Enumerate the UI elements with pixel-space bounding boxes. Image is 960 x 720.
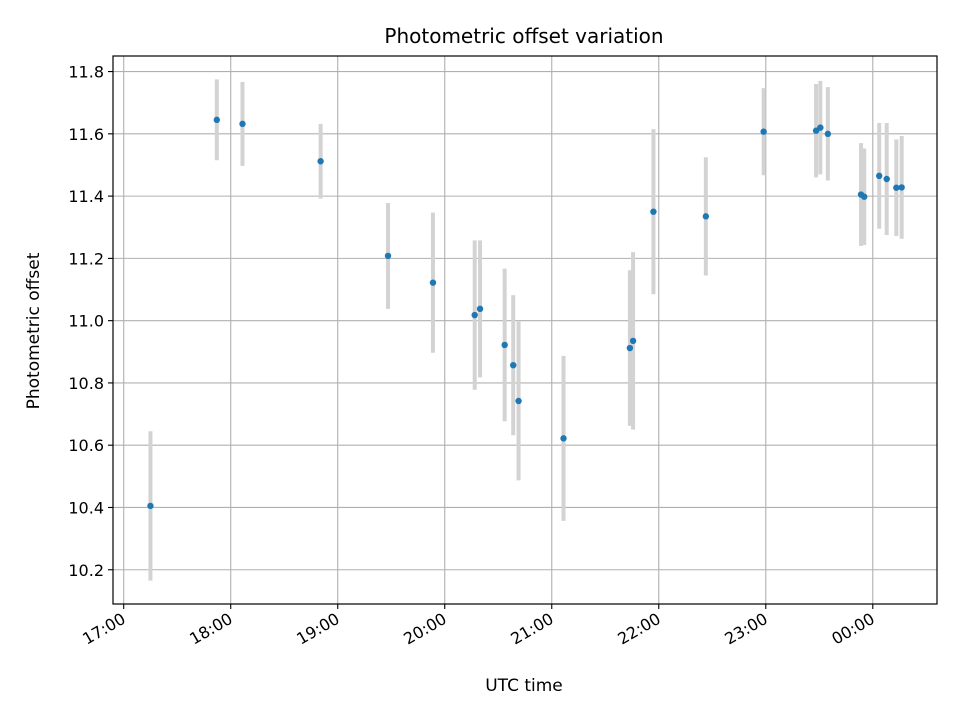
y-tick-label: 10.6 bbox=[68, 436, 104, 455]
data-point bbox=[239, 120, 246, 128]
y-tick-label: 10.8 bbox=[68, 374, 104, 393]
data-points bbox=[147, 116, 905, 510]
chart-title: Photometric offset variation bbox=[384, 24, 663, 48]
data-point bbox=[824, 130, 832, 138]
data-point bbox=[515, 397, 522, 405]
data-point bbox=[476, 305, 484, 313]
data-point bbox=[861, 193, 868, 200]
data-point bbox=[626, 344, 634, 352]
data-point bbox=[384, 252, 392, 260]
y-axis-ticks: 10.2 10.4 10.6 10.8 11.0 11.2 11.4 11.6 11.8 bbox=[68, 63, 113, 580]
data-point bbox=[560, 435, 567, 442]
data-point bbox=[629, 337, 637, 345]
data-point bbox=[429, 279, 437, 286]
data-point bbox=[883, 175, 890, 183]
y-tick-label: 10.2 bbox=[68, 561, 104, 580]
x-axis-label: UTC time bbox=[485, 676, 563, 696]
data-point bbox=[817, 124, 824, 131]
data-point bbox=[898, 184, 905, 191]
y-tick-label: 11.4 bbox=[68, 187, 104, 206]
data-point bbox=[876, 172, 883, 180]
data-point bbox=[147, 502, 154, 510]
y-tick-label: 11.8 bbox=[68, 63, 104, 82]
grid bbox=[113, 56, 937, 604]
data-point bbox=[213, 116, 221, 124]
y-tick-label: 11.2 bbox=[68, 249, 104, 268]
y-axis-label: Photometric offset bbox=[24, 252, 44, 409]
data-point bbox=[893, 184, 900, 191]
data-point bbox=[471, 311, 478, 319]
y-tick-label: 11.0 bbox=[68, 312, 104, 331]
y-tick-label: 10.4 bbox=[68, 498, 104, 517]
data-point bbox=[501, 341, 508, 349]
data-point bbox=[702, 213, 710, 220]
data-point bbox=[650, 208, 657, 215]
data-point bbox=[510, 361, 517, 369]
data-point bbox=[317, 158, 324, 165]
plot-frame bbox=[112, 55, 938, 605]
y-tick-label: 11.6 bbox=[68, 125, 104, 144]
data-point bbox=[760, 128, 767, 135]
